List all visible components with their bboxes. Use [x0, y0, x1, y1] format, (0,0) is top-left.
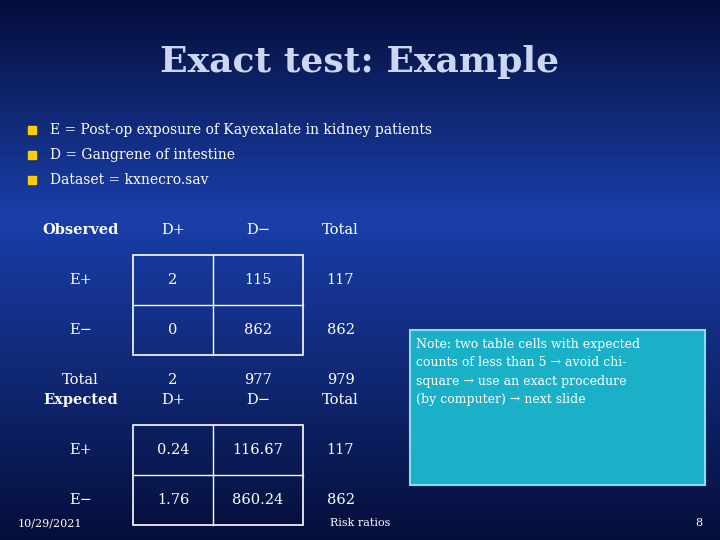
Text: 116.67: 116.67	[233, 443, 284, 457]
Text: E+: E+	[69, 443, 92, 457]
Bar	[133, 255, 303, 355]
Text: Observed: Observed	[42, 223, 119, 237]
Text: 10/29/2021: 10/29/2021	[18, 518, 83, 528]
Text: 862: 862	[244, 323, 272, 337]
Text: E−: E−	[69, 493, 92, 507]
Text: 2: 2	[168, 273, 178, 287]
Bar	[133, 425, 303, 525]
Bar	[28, 126, 36, 134]
Text: Expected: Expected	[43, 393, 118, 407]
Text: Risk ratios: Risk ratios	[330, 518, 390, 528]
Text: 8: 8	[695, 518, 702, 528]
Text: 117: 117	[327, 443, 354, 457]
Text: 1.76: 1.76	[157, 493, 189, 507]
Text: 977: 977	[244, 373, 272, 387]
Text: 862: 862	[326, 323, 354, 337]
Text: E+: E+	[69, 273, 92, 287]
Text: Dataset = kxnecro.sav: Dataset = kxnecro.sav	[50, 173, 209, 187]
Text: 0.24: 0.24	[157, 443, 189, 457]
Text: Note: two table cells with expected
counts of less than 5 → avoid chi-
square → : Note: two table cells with expected coun…	[416, 338, 640, 407]
Text: Total: Total	[322, 393, 359, 407]
Text: 117: 117	[327, 273, 354, 287]
Text: D−: D−	[246, 223, 270, 237]
Text: Total: Total	[322, 223, 359, 237]
Text: 115: 115	[244, 273, 271, 287]
Text: D+: D+	[161, 223, 185, 237]
Text: E−: E−	[69, 323, 92, 337]
Bar	[410, 330, 705, 485]
Bar	[28, 176, 36, 184]
Text: 979: 979	[327, 373, 354, 387]
Text: 862: 862	[326, 493, 354, 507]
Text: D−: D−	[246, 393, 270, 407]
Text: E = Post-op exposure of Kayexalate in kidney patients: E = Post-op exposure of Kayexalate in ki…	[50, 123, 432, 137]
Text: Total: Total	[62, 373, 99, 387]
Text: Exact test: Example: Exact test: Example	[161, 45, 559, 79]
Bar	[28, 151, 36, 159]
Text: 0: 0	[168, 323, 178, 337]
Text: 860.24: 860.24	[233, 493, 284, 507]
Text: D+: D+	[161, 393, 185, 407]
Text: 2: 2	[168, 373, 178, 387]
Text: D = Gangrene of intestine: D = Gangrene of intestine	[50, 148, 235, 162]
